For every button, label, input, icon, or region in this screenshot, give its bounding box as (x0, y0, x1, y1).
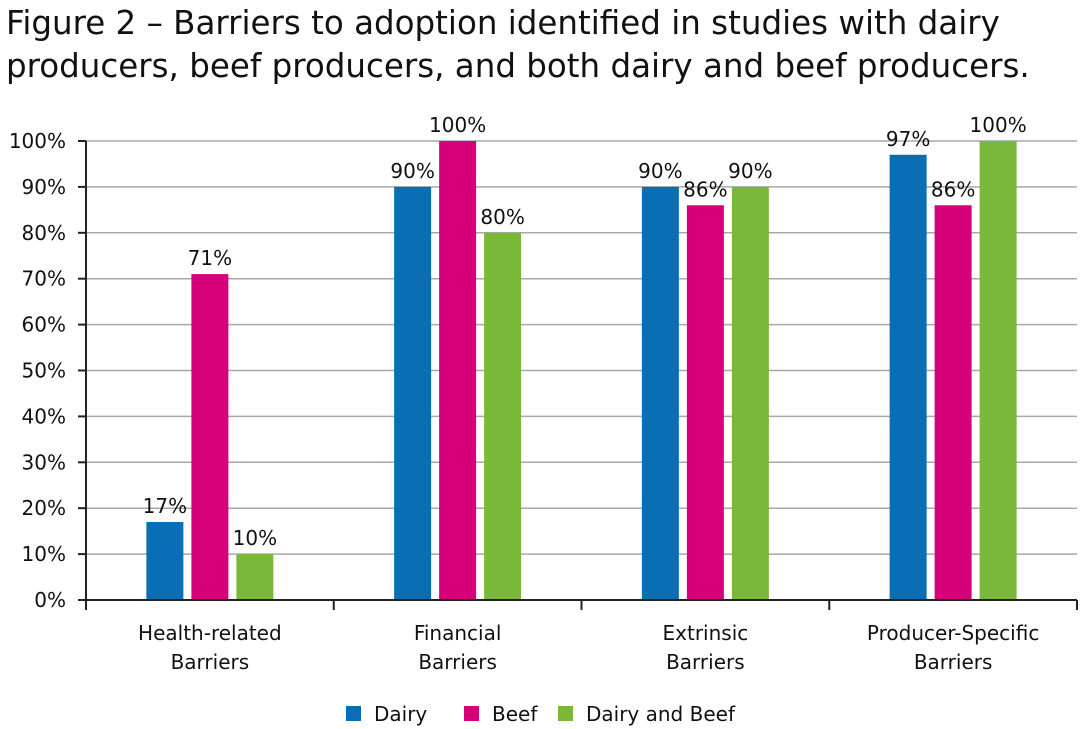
legend-label: Dairy (374, 702, 427, 726)
bar (146, 521, 184, 600)
data-label: 80% (480, 205, 524, 229)
legend-label: Dairy and Beef (586, 702, 736, 726)
bar (686, 205, 724, 600)
bar (889, 154, 927, 600)
legend: Dairy Beef Dairy and Beef (346, 702, 736, 726)
bar (731, 186, 769, 600)
bar (439, 141, 477, 600)
data-label: 100% (429, 113, 486, 137)
bar (394, 186, 432, 600)
bars (146, 141, 1017, 601)
category-label: Financial Barriers (414, 621, 502, 674)
chart-title: Figure 2 – Barriers to adoption identifi… (6, 4, 1030, 85)
legend-label: Beef (492, 702, 538, 726)
data-label: 90% (728, 159, 772, 183)
data-label: 17% (143, 494, 187, 518)
bar (979, 141, 1017, 600)
data-label: 100% (970, 113, 1027, 137)
legend-swatch (346, 706, 361, 721)
bar (484, 232, 522, 601)
legend-swatch (464, 706, 479, 721)
data-label: 71% (188, 246, 232, 270)
bar (934, 205, 972, 600)
category-label: Producer-Specific Barriers (867, 621, 1039, 674)
category-label: Health-related Barriers (138, 621, 282, 674)
data-label: 90% (638, 159, 682, 183)
bar (641, 186, 679, 600)
data-label: 10% (233, 526, 277, 550)
y-tick-label: 10% (22, 542, 66, 566)
y-tick-label: 70% (22, 267, 66, 291)
axes (78, 140, 1078, 610)
y-tick-label: 60% (22, 313, 66, 337)
data-label: 86% (683, 177, 727, 201)
y-tick-label: 40% (22, 404, 66, 428)
data-labels: 17%71%10%90%100%80%90%86%90%97%86%100% (143, 113, 1027, 550)
y-tick-label: 20% (22, 496, 66, 520)
y-tick-label: 80% (22, 221, 66, 245)
category-label: Extrinsic Barriers (663, 621, 749, 674)
data-label: 97% (886, 127, 930, 151)
y-tick-label: 0% (34, 588, 66, 612)
gridlines (86, 140, 1077, 555)
y-tick-label: 90% (22, 175, 66, 199)
y-tick-label: 100% (9, 129, 66, 153)
data-label: 90% (390, 159, 434, 183)
legend-swatch (558, 706, 573, 721)
data-label: 86% (931, 177, 975, 201)
bar (236, 554, 274, 600)
y-tick-label: 30% (22, 450, 66, 474)
y-tick-label: 50% (22, 359, 66, 383)
y-axis-tick-labels: 0% 10% 20% 30% 40% 50% 60% 70% 80% 90% 100% (9, 129, 66, 612)
x-axis-category-labels: Health-related Barriers Financial Barriers E… (138, 621, 1039, 674)
bar (191, 274, 229, 600)
